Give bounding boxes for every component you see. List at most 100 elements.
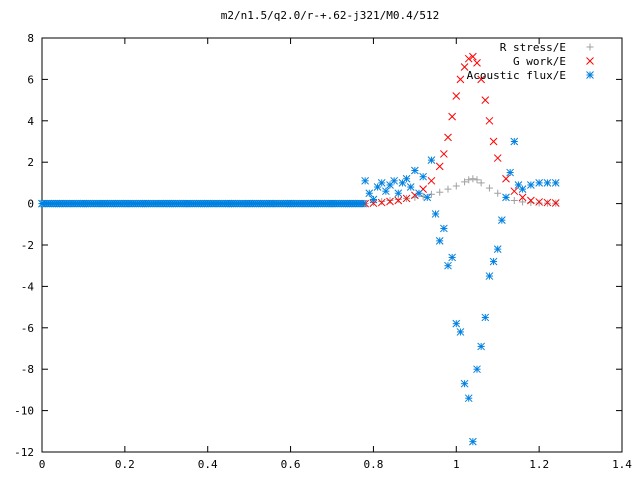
x-tick-label: 0 [39, 458, 46, 471]
legend-label-g-work: G work/E [513, 55, 566, 68]
y-tick-label: 4 [27, 115, 34, 128]
data-point [535, 179, 543, 187]
x-tick-label: 1.4 [612, 458, 632, 471]
y-tick-label: -6 [21, 322, 34, 335]
legend-marker [586, 57, 594, 65]
data-point [460, 63, 469, 71]
data-point [465, 176, 473, 184]
y-tick-label: 0 [27, 198, 34, 211]
data-point [394, 189, 403, 198]
x-tick-label: 0.8 [363, 458, 383, 471]
data-point [431, 210, 440, 218]
data-point [551, 199, 560, 207]
data-point [359, 199, 367, 208]
data-point [481, 96, 490, 104]
data-point [469, 175, 477, 183]
data-point [377, 198, 386, 207]
data-point [477, 75, 485, 84]
data-point [361, 176, 369, 185]
data-point [502, 193, 510, 202]
data-point [477, 342, 485, 351]
data-point [427, 176, 436, 185]
data-series [38, 52, 560, 446]
data-point [473, 58, 481, 67]
data-point [386, 197, 394, 206]
data-point [382, 187, 390, 196]
data-point [435, 237, 444, 245]
data-point [543, 198, 552, 207]
data-point [452, 92, 461, 100]
y-tick-label: -8 [21, 363, 34, 376]
data-point [427, 190, 435, 198]
data-point [510, 196, 518, 204]
legend-marker [586, 43, 594, 51]
legend-label-r-stress: R stress/E [500, 41, 566, 54]
chart-title: m2/n1.5/q2.0/r-+.62-j321/M0.4/512 [221, 9, 440, 22]
plot-frame [41, 37, 623, 453]
data-point [378, 198, 386, 206]
data-point [510, 137, 519, 146]
data-point [527, 181, 535, 189]
data-point [365, 189, 374, 198]
data-point [394, 195, 402, 203]
data-point [456, 75, 465, 84]
data-point [427, 156, 436, 164]
x-axis: 0 0.2 0.4 0.6 0.8 1 1.2 1.4 [39, 38, 632, 471]
y-tick-label: -4 [21, 280, 35, 293]
data-point [419, 172, 427, 181]
data-point [535, 198, 543, 206]
data-point [461, 178, 469, 186]
data-point [473, 176, 481, 184]
data-point [464, 394, 473, 403]
y-tick-label: 8 [27, 32, 34, 45]
data-point [498, 216, 506, 225]
data-point [448, 112, 456, 121]
series-2-dense-baseline [38, 199, 367, 208]
x-tick-label: 0.4 [198, 458, 218, 471]
x-tick-label: 1.2 [529, 458, 549, 471]
series-1 [361, 52, 560, 208]
data-point [485, 184, 493, 192]
data-point [519, 198, 527, 206]
y-tick-label: -12 [14, 446, 34, 459]
data-point [436, 188, 444, 196]
y-tick-label: 6 [27, 73, 34, 86]
data-point [411, 166, 419, 175]
data-point [402, 194, 411, 203]
x-tick-label: 0.2 [115, 458, 135, 471]
data-point [440, 150, 448, 158]
data-point [419, 192, 427, 200]
y-axis: -12 -10 -8 -6 -4 -2 0 2 4 6 8 [14, 32, 622, 459]
data-point [448, 253, 456, 262]
legend-markers [586, 43, 594, 79]
data-point [493, 154, 502, 162]
data-point [402, 174, 411, 183]
data-point [444, 261, 452, 270]
data-point [452, 319, 461, 328]
data-point [527, 196, 535, 205]
data-point [506, 168, 514, 177]
data-point [551, 179, 560, 187]
data-point [477, 179, 485, 187]
data-point [435, 162, 444, 171]
data-point [377, 179, 386, 187]
data-point [543, 179, 552, 187]
y-tick-label: 2 [27, 156, 34, 169]
data-point [452, 182, 460, 190]
data-point [502, 174, 510, 183]
data-point [494, 189, 502, 197]
data-point [518, 185, 527, 193]
data-point [369, 199, 378, 208]
data-point [473, 365, 481, 374]
data-point [485, 272, 494, 280]
data-point [518, 193, 527, 202]
data-point [469, 437, 477, 446]
data-point [369, 195, 378, 204]
legend-marker [586, 71, 594, 79]
data-point [390, 176, 398, 185]
data-point [423, 193, 432, 202]
data-point [386, 196, 394, 204]
data-point [444, 133, 452, 142]
data-point [535, 199, 543, 207]
x-tick-label: 0.6 [281, 458, 301, 471]
